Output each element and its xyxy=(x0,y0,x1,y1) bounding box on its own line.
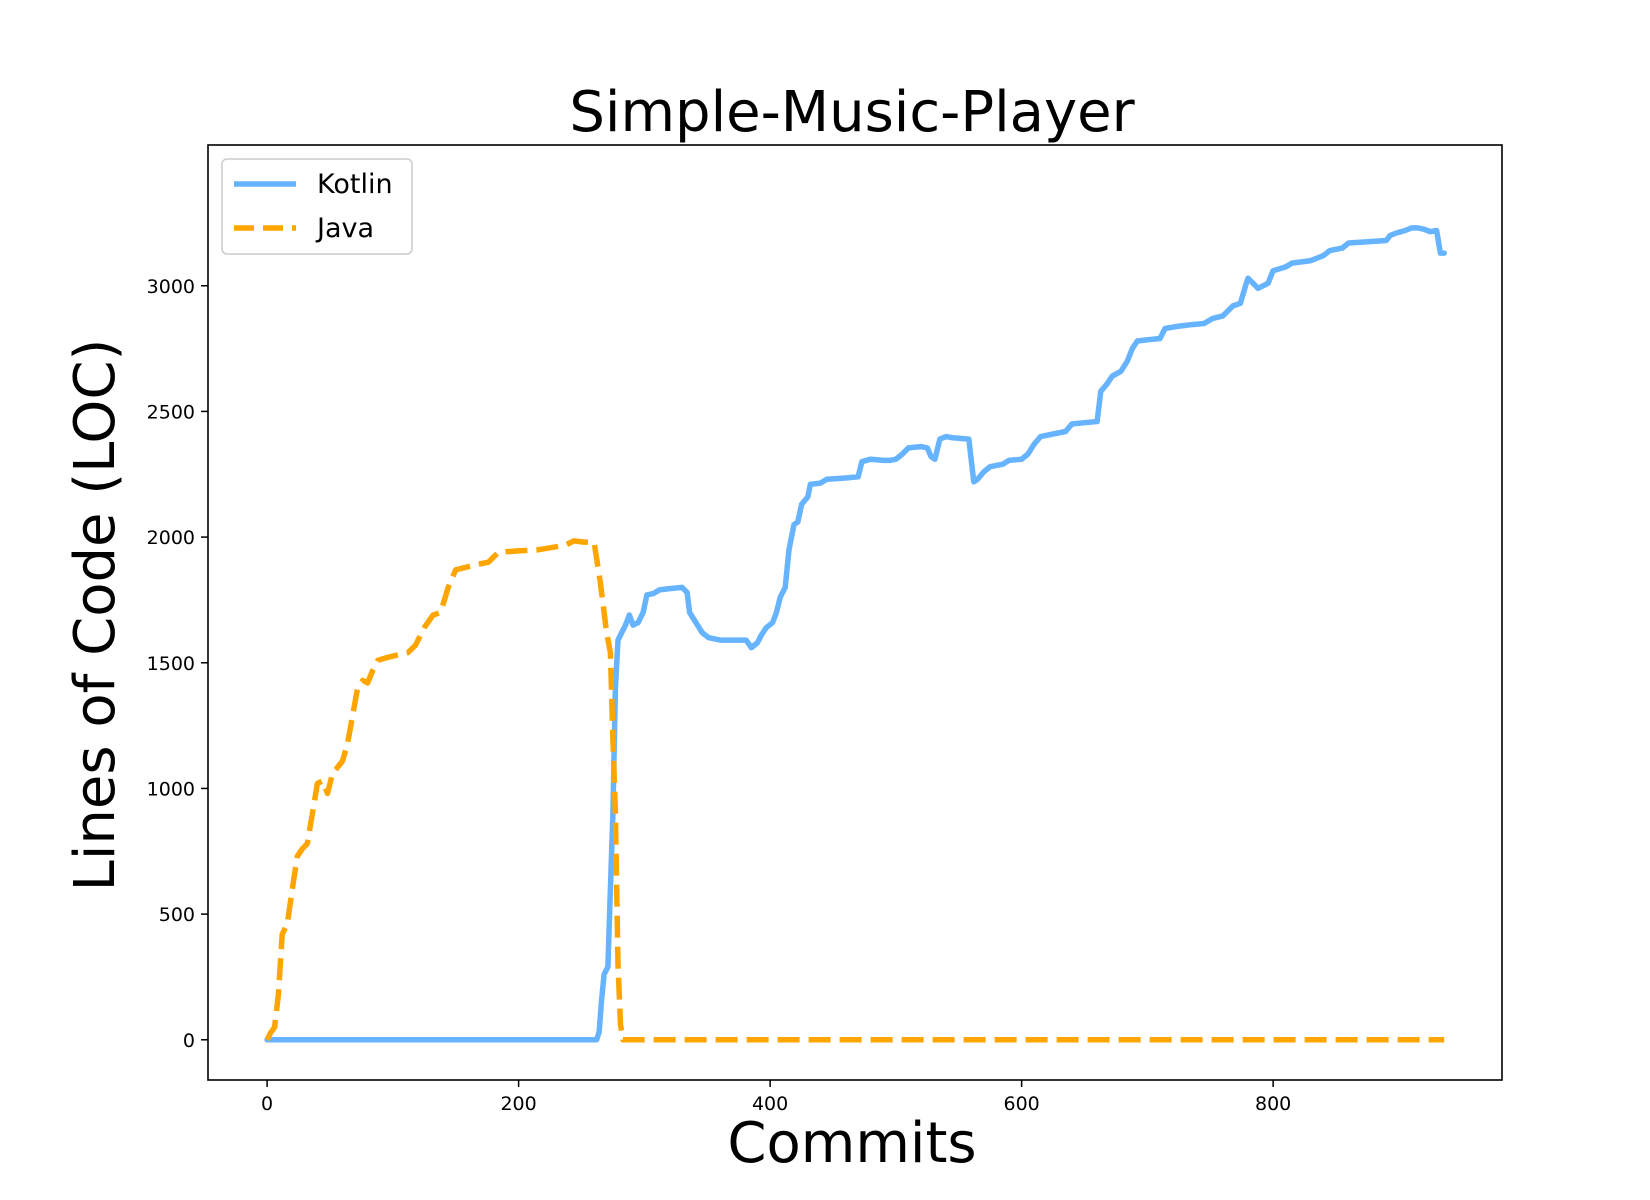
x-axis-label: Commits xyxy=(727,1111,976,1176)
x-axis: 0 200 400 600 800 xyxy=(261,1080,1291,1115)
chart-title: Simple-Music-Player xyxy=(569,80,1135,145)
series-layer xyxy=(264,225,1447,1043)
x-tick-label: 800 xyxy=(1255,1093,1291,1115)
x-tick-label: 200 xyxy=(500,1093,536,1115)
y-axis-label: Lines of Code (LOC) xyxy=(63,339,128,892)
legend: Kotlin Java xyxy=(221,158,413,255)
y-axis: 0 500 1000 1500 2000 2500 3000 xyxy=(147,276,208,1052)
y-tick-label: 2000 xyxy=(147,527,195,549)
y-tick-label: 500 xyxy=(159,904,195,926)
y-tick-label: 1000 xyxy=(147,778,195,800)
series-line-kotlin xyxy=(264,225,1447,1043)
x-tick-label: 400 xyxy=(752,1093,788,1115)
x-tick-label: 600 xyxy=(1003,1093,1039,1115)
y-tick-label: 3000 xyxy=(147,276,195,298)
y-tick-label: 2500 xyxy=(147,401,195,423)
x-tick-label: 0 xyxy=(261,1093,273,1115)
y-tick-label: 0 xyxy=(183,1030,195,1052)
y-tick-label: 1500 xyxy=(147,653,195,675)
series-line-java xyxy=(264,538,1445,1043)
plot-frame xyxy=(207,144,1503,1081)
legend-label-kotlin: Kotlin xyxy=(317,169,393,200)
legend-label-java: Java xyxy=(315,213,374,244)
